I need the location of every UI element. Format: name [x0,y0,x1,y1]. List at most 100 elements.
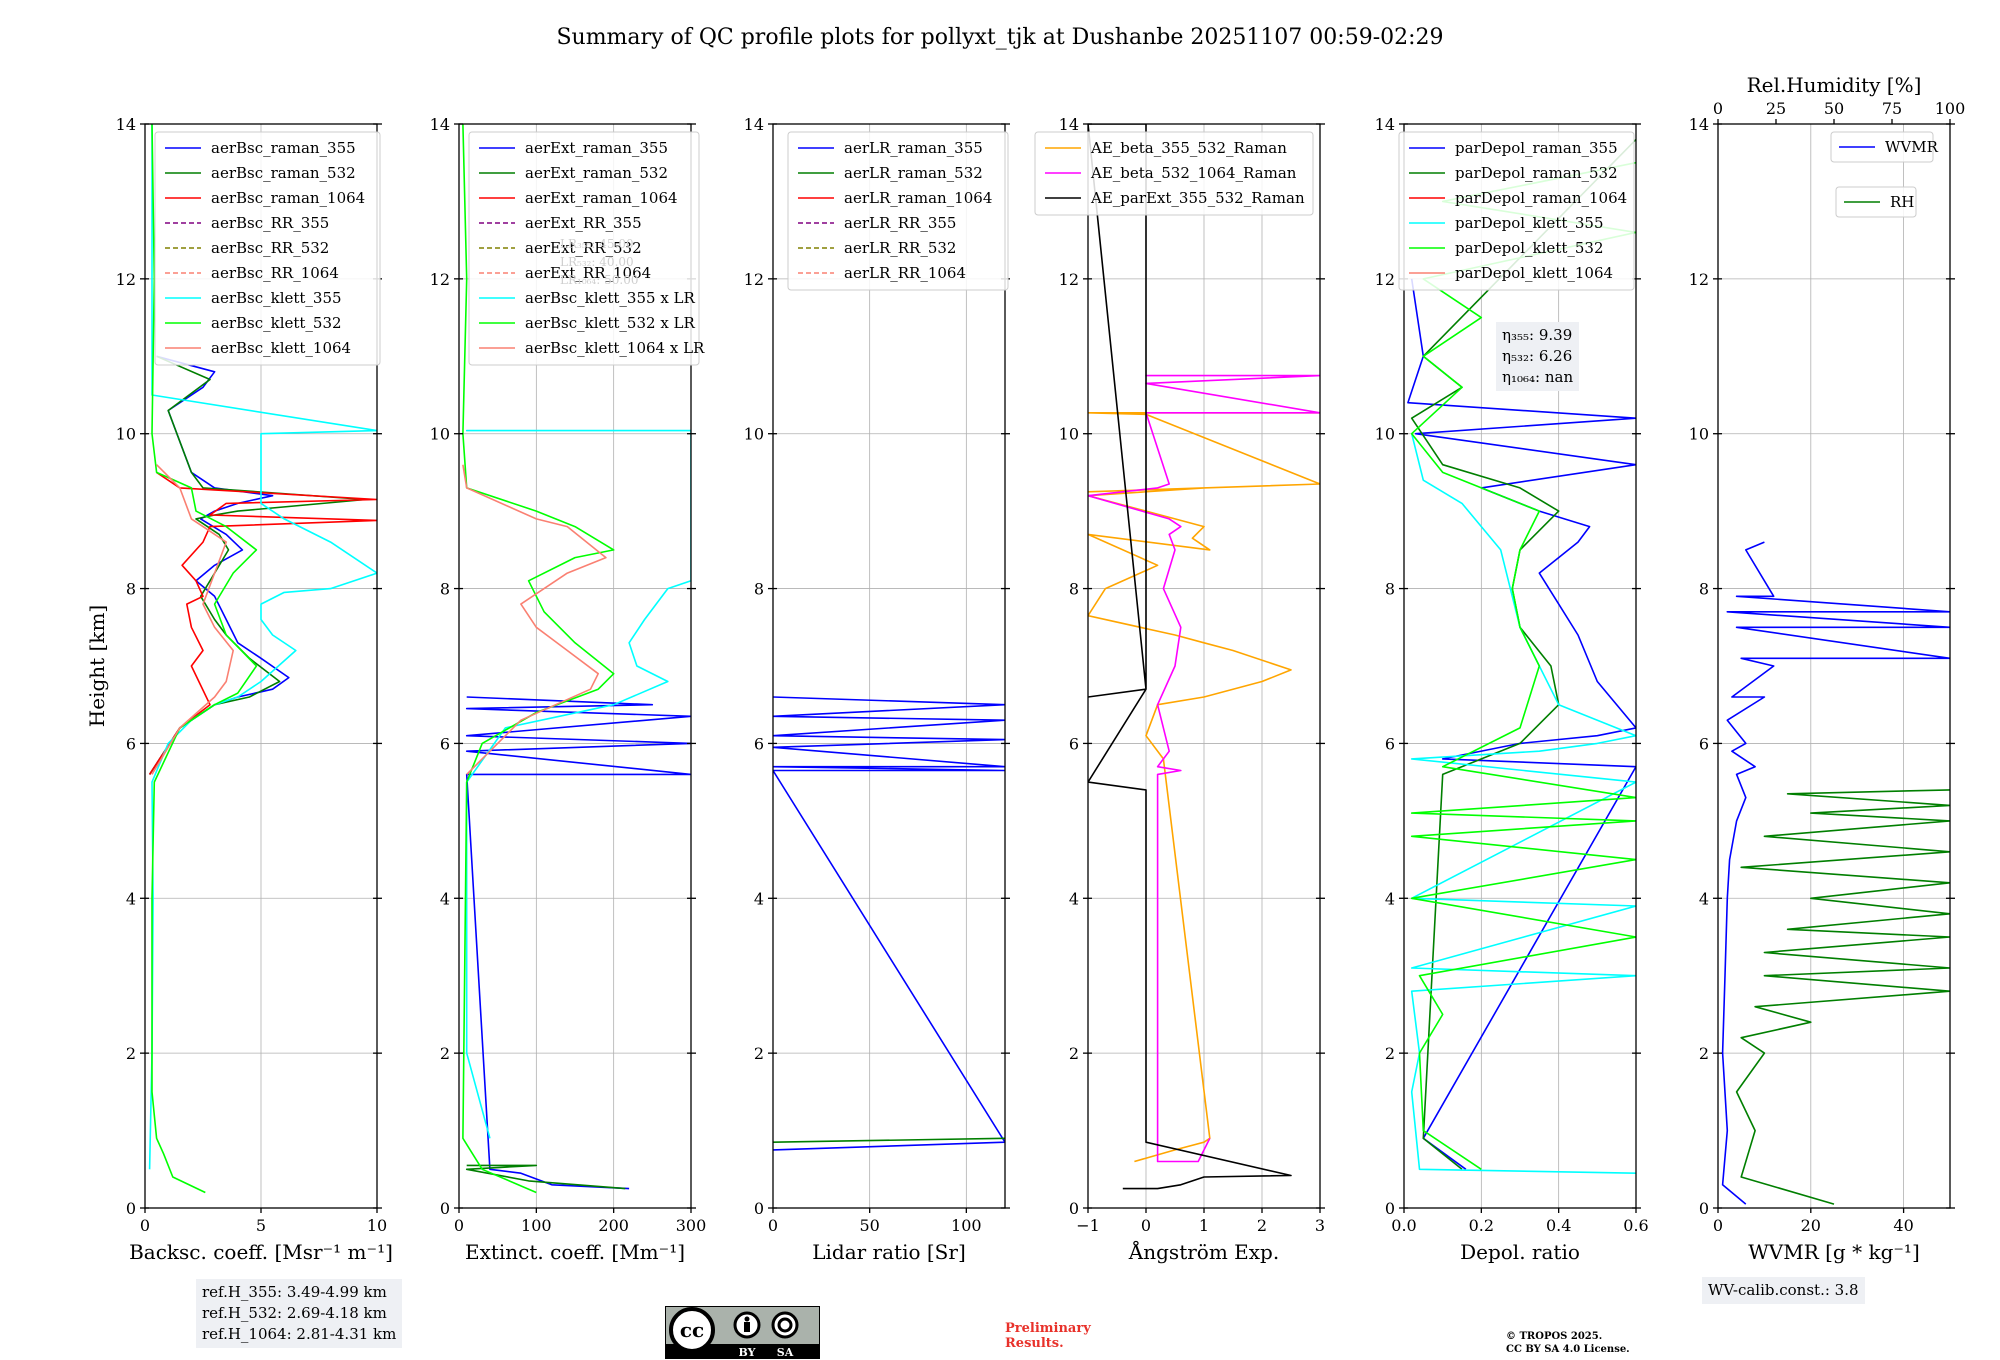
legend-label: aerLR_RR_532 [844,239,956,257]
xtick-label: 3 [1315,1216,1325,1235]
top-xtick-label: 100 [1935,99,1966,118]
ytick-label: 6 [1699,734,1709,753]
ytick-label: 0 [440,1199,450,1218]
axes-frame [772,123,1006,1209]
ytick-label: 12 [1375,270,1395,289]
preliminary-line-1: Preliminary [1005,1321,1091,1336]
copyright-line-1: © TROPOS 2025. [1506,1331,1603,1342]
xaxis-label: Depol. ratio [1460,1240,1580,1264]
legend-box [468,131,700,366]
ytick-label: 2 [1699,1044,1709,1063]
xtick-label: 40 [1893,1216,1913,1235]
legend-label: aerExt_RR_355 [525,214,642,232]
copyright-note: © TROPOS 2025. CC BY SA 4.0 License. [1506,1330,1630,1356]
ref-height-1064: ref.H_1064: 2.81-4.31 km [202,1325,397,1343]
ytick-label: 14 [744,115,764,134]
ytick-label: 8 [126,580,136,599]
ytick-label: 2 [126,1044,136,1063]
legend-label: aerBsc_klett_355 [211,289,342,307]
panel-depol: 0 2 4 6 8 10 12 14 0.0 0.2 0.4 0.6 Depol. ratio parDe… [1375,115,1649,1264]
lr-annotation: LR₃₅₅: 45.00 [560,237,634,251]
ytick-label: 8 [440,580,450,599]
ytick-label: 10 [1689,425,1709,444]
series-group [148,124,377,1194]
ytick-label: 8 [1385,580,1395,599]
legend-label: aerExt_RR_1064 [525,264,651,282]
top-xtick-label: 0 [1713,99,1723,118]
ytick-label: 12 [1689,270,1709,289]
series-WVMR [1721,541,1950,1205]
lr-annotation: LR₅₃₂: 40.00 [560,255,634,269]
xaxis-label: WVMR [g * kg⁻¹] [1748,1240,1920,1264]
legend-label: AE_beta_532_1064_Raman [1090,164,1297,182]
lr-annotation: LR₁₀₆₄: 50.00 [560,273,638,287]
ytick-label: 8 [1699,580,1709,599]
xaxis-label: Extinct. coeff. [Mm⁻¹] [465,1240,685,1264]
legend-label: parDepol_raman_355 [1455,139,1618,157]
series-AE_beta_355_532_Raman [1088,411,1320,1163]
xtick-label: 5 [256,1216,266,1235]
yaxis-label: Height [km] [85,605,109,727]
ref-height-355: ref.H_355: 3.49-4.99 km [202,1283,387,1301]
ytick-label: 8 [1069,580,1079,599]
xtick-label: 0.2 [1469,1216,1494,1235]
series-group [1088,124,1320,1190]
axes-frame [458,123,692,1209]
ytick-label: 6 [126,734,136,753]
ytick-label: 6 [1385,734,1395,753]
legend-label: parDepol_raman_1064 [1455,189,1627,207]
series-RH [1735,789,1950,1205]
legend-label: aerBsc_RR_355 [211,214,329,232]
reference-height-box: ref.H_355: 3.49-4.99 km ref.H_532: 2.69-… [196,1279,403,1348]
series-aerBsc_klett_1064 [151,464,234,775]
ytick-label: 8 [754,580,764,599]
series-group [1721,541,1950,1205]
ytick-label: 4 [1699,889,1709,908]
legend-label: aerBsc_raman_355 [211,139,356,157]
series-group [462,124,691,1194]
legend-label: aerExt_raman_1064 [525,189,678,207]
top-xtick-label: 50 [1824,99,1844,118]
xtick-label: 0.6 [1623,1216,1648,1235]
legend-box [1830,131,1934,163]
legend-box [1034,131,1314,216]
ytick-label: 10 [116,425,136,444]
xtick-label: 300 [676,1216,707,1235]
cc-by-sa-logo: cc BY SA [665,1306,820,1359]
legend-label: aerBsc_klett_355 x LR [525,289,696,307]
wv-calib-const: WV-calib.const.: 3.8 [1708,1281,1859,1299]
ytick-label: 6 [1069,734,1079,753]
legend-label: AE_parExt_355_532_Raman [1090,189,1305,207]
legend-label: aerBsc_klett_532 [211,314,342,332]
legend-label: aerExt_RR_532 [525,239,642,257]
ytick-label: 10 [1059,425,1079,444]
ytick-label: 12 [744,270,764,289]
ytick-label: 14 [430,115,450,134]
series-aerBsc_klett_532 [151,124,258,1194]
legend-label: aerLR_raman_532 [844,164,983,182]
xtick-label: 0 [454,1216,464,1235]
legend-box [787,131,1009,291]
eta-1064: η₁₀₆₄: nan [1502,368,1574,386]
series-aerBsc_klett_355 [148,124,377,1170]
ytick-label: 6 [440,734,450,753]
xaxis-label: Lidar ratio [Sr] [812,1240,966,1264]
ytick-label: 12 [116,270,136,289]
legend-label: AE_beta_355_532_Raman [1090,139,1287,157]
legend-label: aerExt_raman_532 [525,164,668,182]
preliminary-note: Preliminary Results. [1005,1321,1091,1352]
xtick-label: 0 [1713,1216,1723,1235]
eta-355: η₃₅₅: 9.39 [1502,326,1573,344]
top-xtick-label: 75 [1882,99,1902,118]
eta-box: η₃₅₅: 9.39 η₅₃₂: 6.26 η₁₀₆₄: nan [1496,322,1580,391]
ytick-label: 4 [126,889,136,908]
xtick-label: 0 [1141,1216,1151,1235]
xaxis-label: Ångström Exp. [1128,1239,1279,1264]
preliminary-line-2: Results. [1005,1335,1064,1351]
series-group [1407,138,1636,1174]
xtick-label: 50 [859,1216,879,1235]
